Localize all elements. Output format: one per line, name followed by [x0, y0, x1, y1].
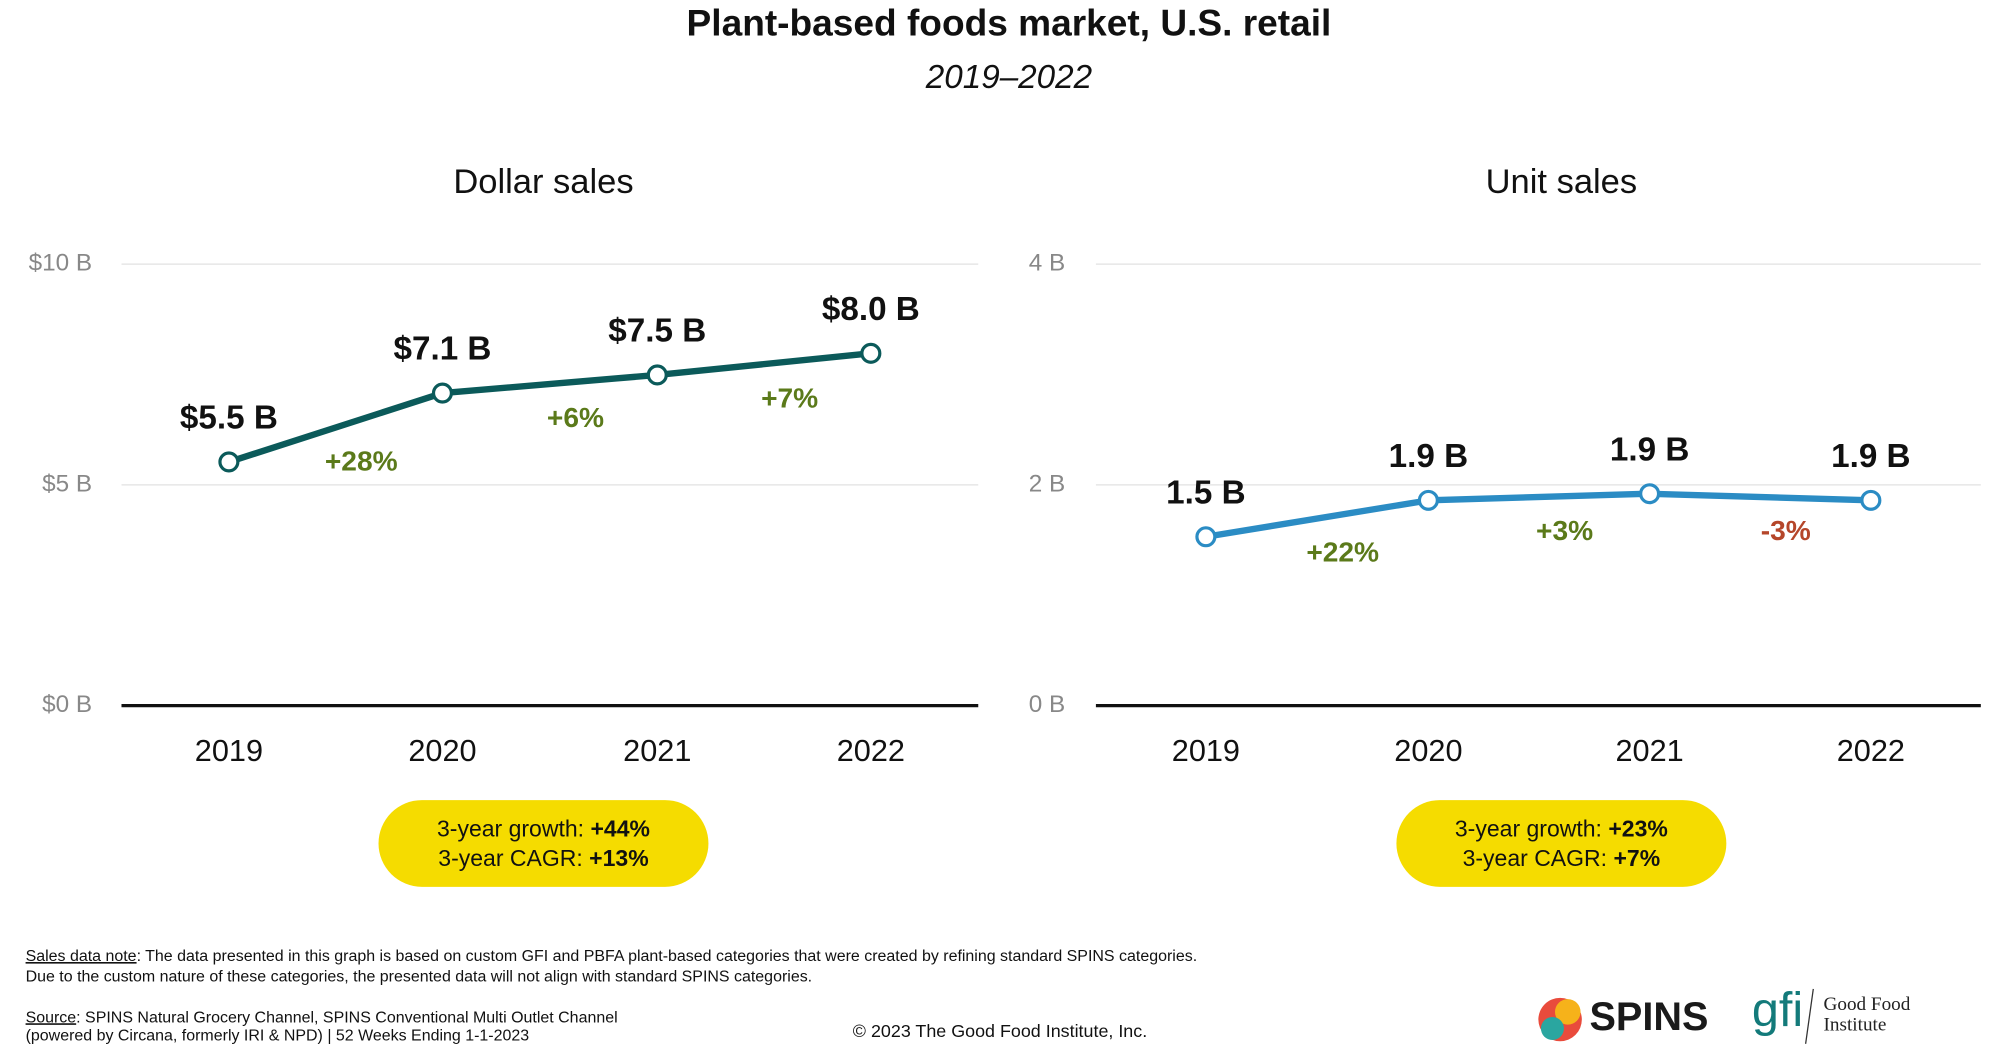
- point: [1417, 489, 1439, 511]
- y-tick-label: 4 B: [1029, 250, 1065, 277]
- summary-box: [378, 800, 709, 887]
- summary-line: 3-year CAGR: +13%: [438, 845, 648, 871]
- note-text: : The data presented in this graph is ba…: [137, 948, 1198, 965]
- point: [431, 382, 454, 404]
- point: [860, 342, 882, 364]
- growth-annotation: -3%: [1761, 515, 1811, 546]
- note-label: Sales data note: [26, 948, 137, 965]
- x-tick-label: 2020: [1394, 734, 1462, 768]
- gfi-logo: gfi Good Food Institute: [1752, 983, 1911, 1044]
- value-label: 1.9 B: [1831, 438, 1910, 475]
- value-label: $7.1 B: [393, 331, 491, 368]
- chart-title: Dollar sales: [453, 163, 633, 201]
- spins-wordmark: SPINS: [1590, 995, 1709, 1039]
- gfi-name: Good Food: [1824, 994, 1911, 1015]
- line: [1205, 490, 1871, 540]
- summary-box: [1396, 800, 1727, 887]
- spins-logo: SPINS: [1538, 995, 1709, 1042]
- value-label: $8.0 B: [822, 291, 920, 328]
- x-tick-label: 2019: [1172, 734, 1240, 768]
- y-tick-label: $10 B: [29, 250, 92, 277]
- summary-label: 3-year growth:: [437, 816, 584, 842]
- x-tick-label: 2022: [837, 734, 905, 768]
- source-label: Source: [26, 1009, 77, 1026]
- summary-value: +44%: [590, 816, 650, 842]
- point: [1639, 483, 1661, 505]
- summary-label: 3-year CAGR:: [438, 845, 582, 871]
- x-tick-label: 2019: [195, 734, 263, 768]
- value-label: 1.9 B: [1610, 431, 1689, 468]
- y-tick-label: $0 B: [42, 691, 92, 718]
- logo-icon: [1540, 1016, 1564, 1040]
- x-tick-label: 2022: [1837, 734, 1905, 768]
- growth-annotation: +22%: [1306, 537, 1379, 568]
- summary-line: 3-year growth: +44%: [437, 816, 650, 842]
- value-label: $5.5 B: [180, 400, 278, 437]
- x-tick-label: 2020: [408, 734, 476, 768]
- x-tick-label: 2021: [1615, 734, 1683, 768]
- y-tick-label: 2 B: [1029, 470, 1065, 497]
- growth-annotation: +6%: [547, 402, 604, 433]
- summary-line: 3-year CAGR: +7%: [1463, 845, 1661, 871]
- gfi-wordmark: gfi: [1752, 983, 1803, 1037]
- page-subtitle: 2019–2022: [925, 59, 1092, 96]
- summary-value: +13%: [589, 845, 649, 871]
- value-label: 1.5 B: [1166, 474, 1245, 511]
- logo-icon: [1554, 999, 1581, 1025]
- point: [646, 364, 668, 386]
- y-tick-label: 0 B: [1029, 691, 1065, 718]
- x-tick-label: 2021: [623, 734, 691, 768]
- point: [218, 451, 240, 473]
- value-label: $7.5 B: [608, 313, 706, 350]
- source-text: : SPINS Natural Grocery Channel, SPINS C…: [76, 1009, 617, 1026]
- logo-divider: [1804, 988, 1814, 1044]
- growth-annotation: +7%: [761, 382, 818, 413]
- y-tick-label: $5 B: [42, 470, 92, 497]
- gfi-name: Institute: [1824, 1014, 1887, 1035]
- summary-value: +7%: [1613, 845, 1660, 871]
- summary-label: 3-year CAGR:: [1463, 845, 1607, 871]
- source-line: Source: SPINS Natural Grocery Channel, S…: [26, 1009, 618, 1026]
- source-line: (powered by Circana, formerly IRI & NPD)…: [26, 1027, 530, 1044]
- line: [227, 350, 872, 465]
- summary-value: +23%: [1608, 816, 1668, 842]
- page-title: Plant-based foods market, U.S. retail: [687, 1, 1332, 43]
- summary-label: 3-year growth:: [1455, 816, 1602, 842]
- chart-title: Unit sales: [1486, 163, 1638, 201]
- point: [1195, 526, 1217, 548]
- copyright: © 2023 The Good Food Institute, Inc.: [853, 1021, 1147, 1041]
- note-line: Due to the custom nature of these catego…: [26, 969, 813, 986]
- summary-line: 3-year growth: +23%: [1455, 816, 1668, 842]
- note-line: Sales data note: The data presented in t…: [26, 948, 1198, 965]
- growth-annotation: +3%: [1536, 515, 1593, 546]
- point: [1860, 489, 1882, 511]
- value-label: 1.9 B: [1389, 438, 1468, 475]
- growth-annotation: +28%: [325, 446, 398, 477]
